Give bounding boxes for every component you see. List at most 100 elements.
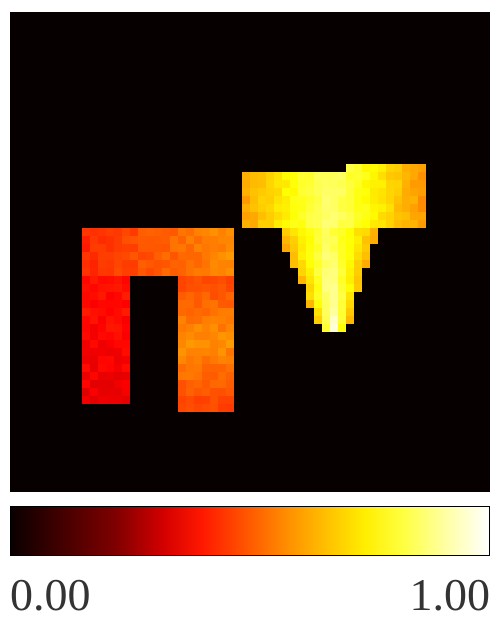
heatmap-cell-n-shape [114,324,122,332]
heatmap-cell-n-shape [122,372,130,380]
heatmap-cell-t-shape [298,244,306,252]
heatmap-cell-n-shape [194,404,202,412]
heatmap-cell-n-shape [178,300,186,308]
heatmap-cell-t-shape [410,188,418,196]
heatmap-cell-t-shape [386,220,394,228]
heatmap-cell-t-shape [306,172,314,180]
heatmap-cell-n-shape [114,268,122,276]
heatmap-cell-n-shape [122,228,130,236]
heatmap-cell-n-shape [114,300,122,308]
heatmap-cell-t-shape [346,292,354,300]
heatmap-cell-n-shape [186,252,194,260]
heatmap-cell-n-shape [178,348,186,356]
heatmap-cell-n-shape [162,260,170,268]
heatmap-cell-t-shape [402,164,410,172]
heatmap-cell-n-shape [170,260,178,268]
heatmap-cell-n-shape [218,276,226,284]
heatmap-cell-n-shape [210,348,218,356]
heatmap-cell-t-shape [370,196,378,204]
heatmap-cell-n-shape [98,380,106,388]
heatmap-cell-t-shape [306,268,314,276]
heatmap-cell-n-shape [202,388,210,396]
heatmap-cell-t-shape [362,172,370,180]
heatmap-cell-t-shape [306,220,314,228]
heatmap-cell-n-shape [106,308,114,316]
heatmap-cell-n-shape [178,252,186,260]
heatmap-cell-n-shape [98,332,106,340]
heatmap-cell-n-shape [194,252,202,260]
heatmap-cell-n-shape [178,308,186,316]
heatmap-cell-t-shape [338,308,346,316]
heatmap-cell-n-shape [226,284,234,292]
heatmap-cell-t-shape [330,284,338,292]
heatmap-cell-t-shape [242,180,250,188]
heatmap-cell-n-shape [210,364,218,372]
heatmap-cell-n-shape [210,260,218,268]
heatmap-cell-t-shape [314,236,322,244]
heatmap-cell-t-shape [298,268,306,276]
heatmap-cell-t-shape [314,252,322,260]
heatmap-cell-n-shape [82,228,90,236]
heatmap-cell-n-shape [146,268,154,276]
heatmap-cell-t-shape [330,292,338,300]
heatmap-cell-t-shape [290,236,298,244]
heatmap-cell-t-shape [322,324,330,332]
heatmap-cell-t-shape [346,228,354,236]
heatmap-cell-n-shape [194,396,202,404]
heatmap-cell-n-shape [82,356,90,364]
heatmap-cell-t-shape [322,292,330,300]
heatmap-cell-n-shape [218,364,226,372]
heatmap-cell-t-shape [290,196,298,204]
heatmap-cell-n-shape [226,292,234,300]
heatmap-cell-n-shape [146,260,154,268]
heatmap-cell-t-shape [306,204,314,212]
heatmap-cell-t-shape [330,228,338,236]
heatmap-cell-n-shape [98,228,106,236]
heatmap-cell-n-shape [218,244,226,252]
heatmap-cell-n-shape [186,364,194,372]
heatmap-cell-n-shape [178,284,186,292]
heatmap-cell-n-shape [82,332,90,340]
heatmap-cell-t-shape [354,164,362,172]
heatmap-cell-t-shape [314,204,322,212]
heatmap-cell-t-shape [290,260,298,268]
heatmap-cell-n-shape [106,228,114,236]
heatmap-cell-t-shape [322,260,330,268]
heatmap-cell-n-shape [218,356,226,364]
heatmap-cell-n-shape [186,316,194,324]
heatmap-cell-t-shape [394,204,402,212]
heatmap-cell-t-shape [418,180,426,188]
heatmap-cell-t-shape [330,276,338,284]
heatmap-cell-n-shape [170,252,178,260]
heatmap-cell-t-shape [362,180,370,188]
heatmap-cell-n-shape [218,348,226,356]
heatmap-cell-t-shape [330,212,338,220]
heatmap-cell-t-shape [282,244,290,252]
heatmap-cell-n-shape [122,268,130,276]
heatmap-cell-t-shape [290,252,298,260]
heatmap-cell-n-shape [194,268,202,276]
heatmap-cell-n-shape [114,364,122,372]
heatmap-cell-t-shape [418,164,426,172]
heatmap-cell-n-shape [210,228,218,236]
heatmap-cell-t-shape [290,220,298,228]
heatmap-cell-n-shape [170,228,178,236]
heatmap-cell-n-shape [98,252,106,260]
heatmap-cell-n-shape [210,396,218,404]
heatmap-cell-t-shape [242,188,250,196]
heatmap-cell-n-shape [90,388,98,396]
heatmap-cell-t-shape [410,180,418,188]
heatmap-cell-n-shape [114,340,122,348]
heatmap-cell-n-shape [218,396,226,404]
heatmap-cell-t-shape [306,228,314,236]
heatmap-cell-t-shape [274,220,282,228]
heatmap-cell-t-shape [290,212,298,220]
heatmap-cell-n-shape [226,324,234,332]
heatmap-cell-n-shape [194,276,202,284]
heatmap-cell-t-shape [250,196,258,204]
heatmap-cell-t-shape [266,220,274,228]
heatmap-cell-t-shape [330,204,338,212]
heatmap-cell-n-shape [178,372,186,380]
heatmap-cell-t-shape [298,196,306,204]
heatmap-cell-n-shape [122,292,130,300]
